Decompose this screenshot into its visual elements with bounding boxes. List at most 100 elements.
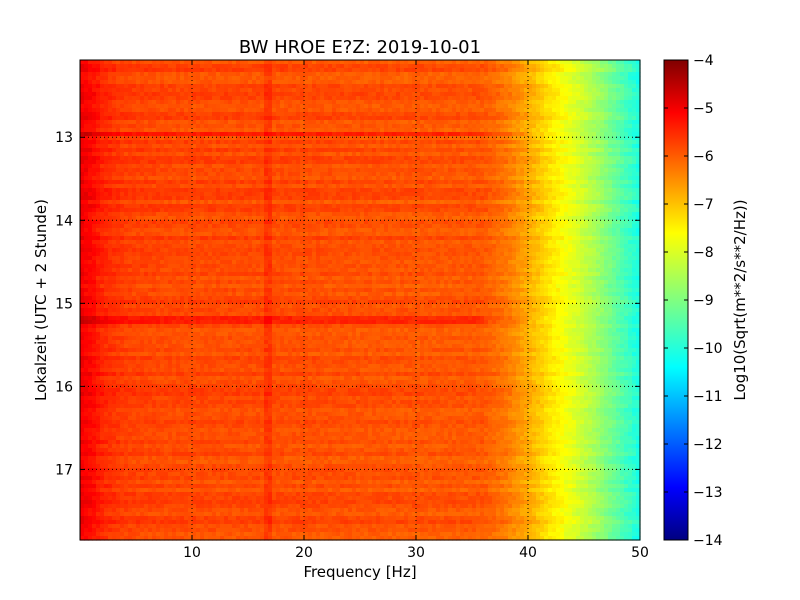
heatmap-cell xyxy=(208,168,213,173)
heatmap-cell xyxy=(468,140,473,145)
heatmap-cell xyxy=(620,76,625,81)
heatmap-cell xyxy=(488,68,493,73)
heatmap-cell xyxy=(144,136,149,141)
heatmap-cell xyxy=(352,176,357,181)
heatmap-cell xyxy=(172,168,177,173)
heatmap-cell xyxy=(420,168,425,173)
heatmap-cell xyxy=(580,132,585,137)
heatmap-cell xyxy=(380,176,385,181)
heatmap-cell xyxy=(380,196,385,201)
heatmap-cell xyxy=(180,164,185,169)
heatmap-cell xyxy=(380,192,385,197)
heatmap-cell xyxy=(316,116,321,121)
heatmap-cell xyxy=(120,108,125,113)
heatmap-cell xyxy=(360,116,365,121)
heatmap-cell xyxy=(484,132,489,137)
heatmap-cell xyxy=(472,104,477,109)
heatmap-cell xyxy=(140,104,145,109)
heatmap-cell xyxy=(92,176,97,181)
heatmap-cell xyxy=(268,60,273,65)
heatmap-cell xyxy=(616,140,621,145)
heatmap-cell xyxy=(516,144,521,149)
heatmap-cell xyxy=(520,140,525,145)
heatmap-cell xyxy=(96,136,101,141)
heatmap-cell xyxy=(80,96,85,101)
heatmap-cell xyxy=(156,108,161,113)
heatmap-cell xyxy=(284,124,289,129)
heatmap-cell xyxy=(272,128,277,133)
heatmap-cell xyxy=(428,96,433,101)
heatmap-cell xyxy=(552,124,557,129)
heatmap-cell xyxy=(220,168,225,173)
heatmap-cell xyxy=(224,136,229,141)
heatmap-cell xyxy=(396,192,401,197)
heatmap-cell xyxy=(164,148,169,153)
heatmap-cell xyxy=(108,72,113,77)
heatmap-cell xyxy=(632,164,637,169)
heatmap-cell xyxy=(360,148,365,153)
heatmap-cell xyxy=(528,60,533,65)
heatmap-cell xyxy=(508,108,513,113)
heatmap-cell xyxy=(276,176,281,181)
heatmap-cell xyxy=(232,100,237,105)
heatmap-cell xyxy=(420,144,425,149)
heatmap-cell xyxy=(432,180,437,185)
heatmap-cell xyxy=(368,116,373,121)
heatmap-cell xyxy=(136,156,141,161)
heatmap-cell xyxy=(636,96,641,101)
heatmap-cell xyxy=(140,196,145,201)
heatmap-cell xyxy=(280,132,285,137)
heatmap-cell xyxy=(384,100,389,105)
heatmap-cell xyxy=(564,76,569,81)
heatmap-cell xyxy=(344,112,349,117)
heatmap-cell xyxy=(80,168,85,173)
heatmap-cell xyxy=(84,136,89,141)
heatmap-cell xyxy=(564,184,569,189)
heatmap-cell xyxy=(188,192,193,197)
heatmap-cell xyxy=(476,160,481,165)
heatmap-cell xyxy=(224,180,229,185)
heatmap-cell xyxy=(316,120,321,125)
heatmap-cell xyxy=(356,168,361,173)
heatmap-cell xyxy=(624,144,629,149)
heatmap-cell xyxy=(212,124,217,129)
heatmap-cell xyxy=(560,168,565,173)
heatmap-cell xyxy=(256,76,261,81)
heatmap-cell xyxy=(396,60,401,65)
heatmap-cell xyxy=(552,148,557,153)
heatmap-cell xyxy=(620,64,625,69)
heatmap-cell xyxy=(568,116,573,121)
heatmap-cell xyxy=(500,76,505,81)
heatmap-cell xyxy=(100,100,105,105)
heatmap-cell xyxy=(500,172,505,177)
heatmap-cell xyxy=(404,148,409,153)
heatmap-cell xyxy=(164,184,169,189)
heatmap-cell xyxy=(320,132,325,137)
heatmap-cell xyxy=(472,128,477,133)
heatmap-cell xyxy=(176,168,181,173)
heatmap-cell xyxy=(512,92,517,97)
heatmap-cell xyxy=(392,152,397,157)
heatmap-cell xyxy=(320,104,325,109)
heatmap-cell xyxy=(100,196,105,201)
heatmap-cell xyxy=(508,80,513,85)
heatmap-cell xyxy=(244,192,249,197)
heatmap-cell xyxy=(212,104,217,109)
heatmap-cell xyxy=(236,140,241,145)
heatmap-cell xyxy=(596,100,601,105)
heatmap-cell xyxy=(508,96,513,101)
heatmap-cell xyxy=(576,108,581,113)
heatmap-cell xyxy=(280,196,285,201)
heatmap-cell xyxy=(332,172,337,177)
heatmap-cell xyxy=(252,124,257,129)
heatmap-cell xyxy=(440,144,445,149)
heatmap-cell xyxy=(504,136,509,141)
heatmap-cell xyxy=(624,100,629,105)
heatmap-cell xyxy=(416,148,421,153)
heatmap-cell xyxy=(416,144,421,149)
heatmap-cell xyxy=(296,184,301,189)
heatmap-cell xyxy=(584,184,589,189)
heatmap-cell xyxy=(200,172,205,177)
heatmap-cell xyxy=(176,148,181,153)
heatmap-cell xyxy=(100,116,105,121)
